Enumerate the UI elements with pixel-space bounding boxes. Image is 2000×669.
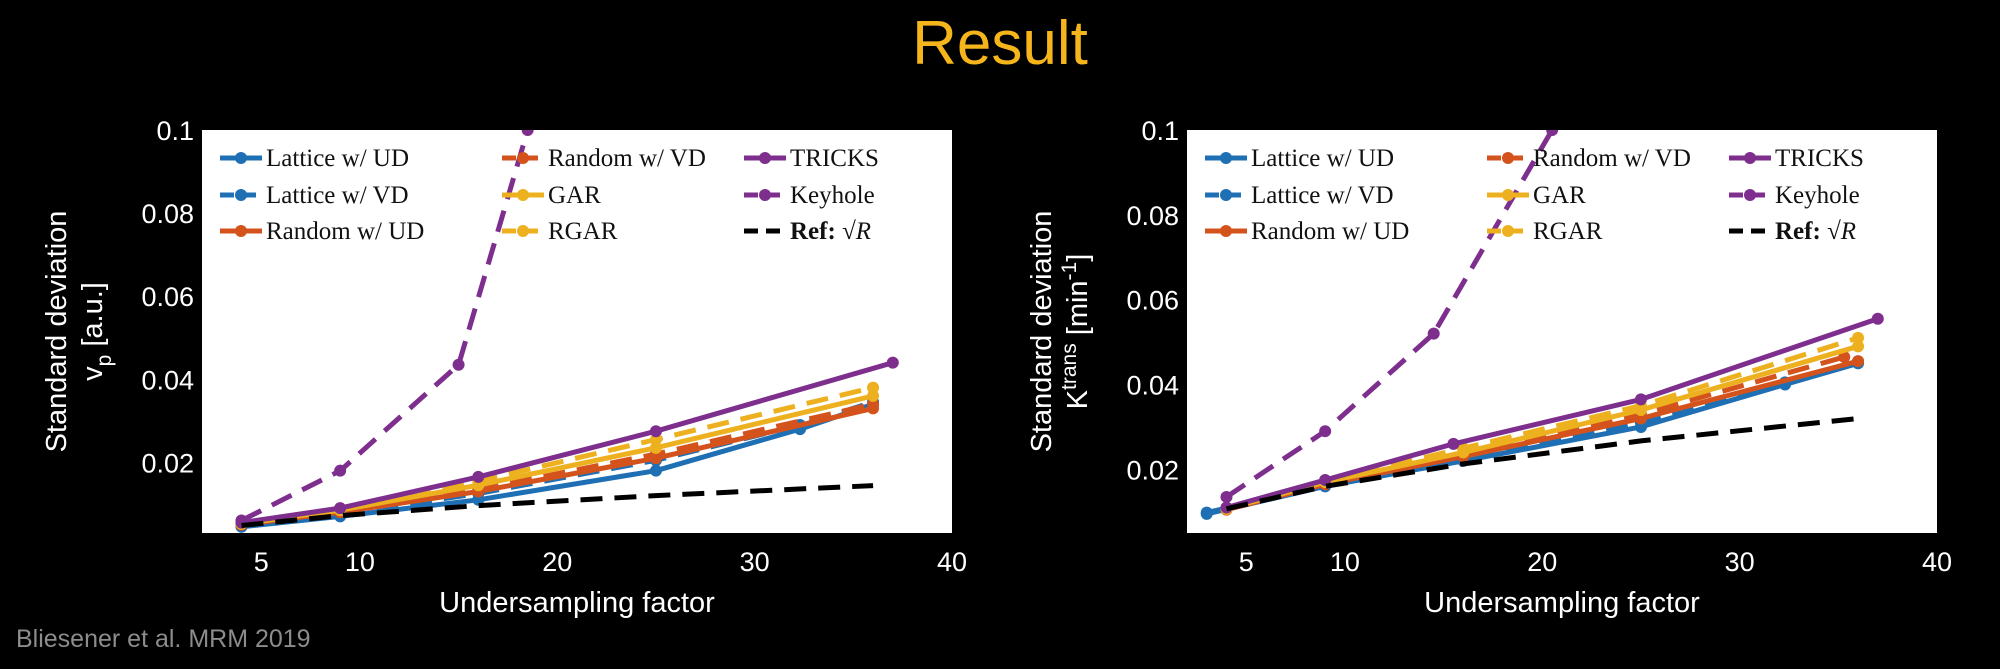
data-point-keyhole — [452, 358, 465, 371]
legend-marker-keyhole — [1744, 189, 1756, 201]
y-tick-label: 0.04 — [141, 365, 194, 395]
legend-marker-gar — [1502, 189, 1514, 201]
y-axis-label-units: Ktrans [min-1] — [1058, 254, 1094, 410]
legend-marker-lattice-w-vd — [235, 189, 247, 201]
data-point-lattice-w-vd — [1200, 506, 1213, 519]
legend-marker-rgar — [517, 225, 529, 237]
legend-marker-tricks — [1744, 152, 1756, 164]
data-point-tricks — [886, 356, 899, 369]
legend-marker-random-w-ud — [1220, 225, 1232, 237]
data-point-rgar — [1457, 442, 1470, 455]
y-tick-label: 0.06 — [1126, 286, 1179, 316]
x-tick-label: 5 — [254, 547, 269, 577]
data-point-tricks — [472, 470, 485, 483]
legend-label-random-w-vd: Random w/ VD — [1533, 145, 1691, 172]
legend-label-rgar: RGAR — [1533, 218, 1603, 245]
legend-label-lattice-w-ud: Lattice w/ UD — [1251, 145, 1394, 172]
x-tick-label: 30 — [1725, 547, 1755, 577]
y-axis-label: Standard deviation — [41, 211, 73, 453]
chart-vp: 5 10 20 30 40 0.02 0.04 0.06 0.08 0.1 Undersamplin… — [41, 116, 967, 619]
legend-label-keyhole: Keyhole — [790, 182, 875, 209]
legend-label-ref-r: Ref: √R — [790, 218, 871, 245]
legend-label-tricks: TRICKS — [1775, 145, 1864, 172]
data-point-gar — [867, 389, 880, 402]
y-tick-label: 0.02 — [1126, 455, 1179, 485]
legend-marker-lattice-w-ud — [1220, 152, 1232, 164]
legend-label-gar: GAR — [548, 182, 601, 209]
legend-label-lattice-w-vd: Lattice w/ VD — [1251, 182, 1394, 209]
legend-label-lattice-w-ud: Lattice w/ UD — [266, 145, 409, 172]
data-point-keyhole — [1220, 490, 1233, 503]
data-point-tricks — [1447, 437, 1460, 450]
legend-label-ref-r: Ref: √R — [1775, 218, 1856, 245]
y-axis-label: Standard deviation — [1026, 211, 1058, 453]
y-tick-label: 0.02 — [141, 448, 194, 478]
legend-marker-rgar — [1502, 225, 1514, 237]
legend-label-keyhole: Keyhole — [1775, 182, 1860, 209]
x-tick-label: 40 — [1922, 547, 1952, 577]
y-tick-label: 0.08 — [1126, 201, 1179, 231]
data-point-random-w-ud — [1852, 355, 1865, 368]
legend: Lattice w/ UD Lattice w/ VD Random w/ UD Ra… — [220, 145, 879, 245]
series-line-ref-r — [1225, 416, 1859, 512]
citation-credit: Bliesener et al. MRM 2019 — [16, 625, 311, 653]
x-tick-label: 5 — [1239, 547, 1254, 577]
legend-marker-keyhole — [759, 189, 771, 201]
x-tick-label: 40 — [937, 547, 967, 577]
data-point-keyhole — [1319, 425, 1332, 438]
legend-label-rgar: RGAR — [548, 218, 618, 245]
data-point-keyhole — [521, 130, 534, 136]
legend-label-random-w-ud: Random w/ UD — [1251, 218, 1409, 245]
series-group — [235, 130, 899, 533]
data-point-tricks — [649, 425, 662, 438]
data-point-gar — [1852, 340, 1865, 353]
legend-label-random-w-vd: Random w/ VD — [548, 145, 706, 172]
y-axis-label-units: vp [a.u.] — [77, 282, 116, 381]
x-axis-label: Undersampling factor — [1424, 587, 1700, 619]
x-tick-label: 10 — [1330, 547, 1360, 577]
data-point-keyhole — [1427, 327, 1440, 340]
x-tick-label: 30 — [740, 547, 770, 577]
legend-marker-lattice-w-vd — [1220, 189, 1232, 201]
data-point-tricks — [1871, 312, 1884, 325]
x-tick-label: 20 — [542, 547, 572, 577]
legend-marker-lattice-w-ud — [235, 152, 247, 164]
legend-marker-random-w-vd — [517, 152, 529, 164]
data-point-random-w-vd — [867, 398, 880, 411]
x-tick-label: 10 — [345, 547, 375, 577]
data-point-tricks — [1634, 393, 1647, 406]
legend: Lattice w/ UD Lattice w/ VD Random w/ UD Ra… — [1205, 145, 1864, 245]
y-tick-label: 0.1 — [1141, 116, 1179, 146]
legend-label-lattice-w-vd: Lattice w/ VD — [266, 182, 409, 209]
legend-marker-random-w-ud — [235, 225, 247, 237]
legend-label-tricks: TRICKS — [790, 145, 879, 172]
data-point-tricks — [1319, 473, 1332, 486]
data-point-rgar — [1852, 331, 1865, 344]
legend-label-gar: GAR — [1533, 182, 1586, 209]
data-point-rgar — [867, 381, 880, 394]
chart-ktrans: 5 10 20 30 40 0.02 0.04 0.06 0.08 0.1 Undersamplin… — [1026, 116, 1952, 619]
legend-label-random-w-ud: Random w/ UD — [266, 218, 424, 245]
series-line-lattice-w-vd — [1206, 358, 1859, 516]
legend-marker-tricks — [759, 152, 771, 164]
y-tick-label: 0.06 — [141, 282, 194, 312]
y-tick-label: 0.04 — [1126, 371, 1179, 401]
legend-marker-gar — [517, 189, 529, 201]
x-tick-label: 20 — [1527, 547, 1557, 577]
data-point-random-w-vd — [1838, 350, 1851, 363]
series-line-ref-r — [241, 483, 874, 528]
data-point-keyhole — [1546, 130, 1559, 136]
data-point-tricks — [334, 502, 347, 515]
legend-marker-random-w-vd — [1502, 152, 1514, 164]
data-point-gar — [649, 441, 662, 454]
x-axis-label: Undersampling factor — [439, 587, 715, 619]
y-tick-label: 0.1 — [156, 116, 194, 146]
y-tick-label: 0.08 — [141, 199, 194, 229]
data-point-lattice-w-ud — [649, 464, 662, 477]
data-point-keyhole — [334, 464, 347, 477]
data-point-rgar — [649, 433, 662, 446]
plot-area — [1187, 130, 1937, 533]
series-line-keyhole — [240, 130, 531, 523]
slide-title: Result — [912, 9, 1088, 78]
